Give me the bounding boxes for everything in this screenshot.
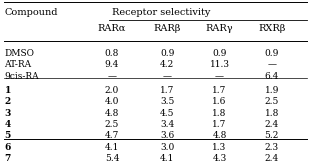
Text: 0.8: 0.8 <box>105 49 119 58</box>
Text: —: — <box>108 72 117 81</box>
Text: 5.4: 5.4 <box>105 154 119 163</box>
Text: 1.8: 1.8 <box>212 109 227 118</box>
Text: 5.2: 5.2 <box>264 131 279 140</box>
Text: 2.5: 2.5 <box>264 97 279 106</box>
Text: 4.8: 4.8 <box>212 131 227 140</box>
Text: 6.4: 6.4 <box>264 72 279 81</box>
Text: 2.0: 2.0 <box>105 86 119 95</box>
Text: 1.6: 1.6 <box>212 97 227 106</box>
Text: 4.7: 4.7 <box>105 131 119 140</box>
Text: AT-RA: AT-RA <box>4 60 32 69</box>
Text: 11.3: 11.3 <box>210 60 229 69</box>
Text: 2.5: 2.5 <box>105 120 119 129</box>
Text: 1.7: 1.7 <box>160 86 175 95</box>
Text: 3.4: 3.4 <box>160 120 175 129</box>
Text: 4.1: 4.1 <box>105 143 119 152</box>
Text: 4.0: 4.0 <box>105 97 119 106</box>
Text: —: — <box>215 72 224 81</box>
Text: 5: 5 <box>4 131 11 140</box>
Text: Compound: Compound <box>4 8 58 17</box>
Text: Receptor selectivity: Receptor selectivity <box>112 8 210 17</box>
Text: 2.4: 2.4 <box>265 120 279 129</box>
Text: —: — <box>163 72 172 81</box>
Text: 9cis-RA: 9cis-RA <box>4 72 39 81</box>
Text: RARγ: RARγ <box>206 23 233 32</box>
Text: 7: 7 <box>4 154 11 163</box>
Text: 1.7: 1.7 <box>212 86 227 95</box>
Text: 2.4: 2.4 <box>265 154 279 163</box>
Text: —: — <box>267 60 276 69</box>
Text: 1.3: 1.3 <box>212 143 227 152</box>
Text: 9.4: 9.4 <box>105 60 119 69</box>
Text: 0.9: 0.9 <box>264 49 279 58</box>
Text: 2.3: 2.3 <box>265 143 279 152</box>
Text: 4.5: 4.5 <box>160 109 175 118</box>
Text: 2: 2 <box>4 97 11 106</box>
Text: 4: 4 <box>4 120 11 129</box>
Text: 4.2: 4.2 <box>160 60 175 69</box>
Text: 4.3: 4.3 <box>212 154 227 163</box>
Text: 4.1: 4.1 <box>160 154 175 163</box>
Text: RARβ: RARβ <box>153 23 181 32</box>
Text: 3.0: 3.0 <box>160 143 175 152</box>
Text: 4.8: 4.8 <box>105 109 119 118</box>
Text: 3: 3 <box>4 109 11 118</box>
Text: 0.9: 0.9 <box>160 49 175 58</box>
Text: RXRβ: RXRβ <box>258 23 286 32</box>
Text: 1.9: 1.9 <box>264 86 279 95</box>
Text: 1: 1 <box>4 86 11 95</box>
Text: 3.5: 3.5 <box>160 97 175 106</box>
Text: 1.8: 1.8 <box>264 109 279 118</box>
Text: 3.6: 3.6 <box>160 131 175 140</box>
Text: RARα: RARα <box>98 23 126 32</box>
Text: 1.7: 1.7 <box>212 120 227 129</box>
Text: DMSO: DMSO <box>4 49 34 58</box>
Text: 0.9: 0.9 <box>212 49 227 58</box>
Text: 6: 6 <box>4 143 11 152</box>
